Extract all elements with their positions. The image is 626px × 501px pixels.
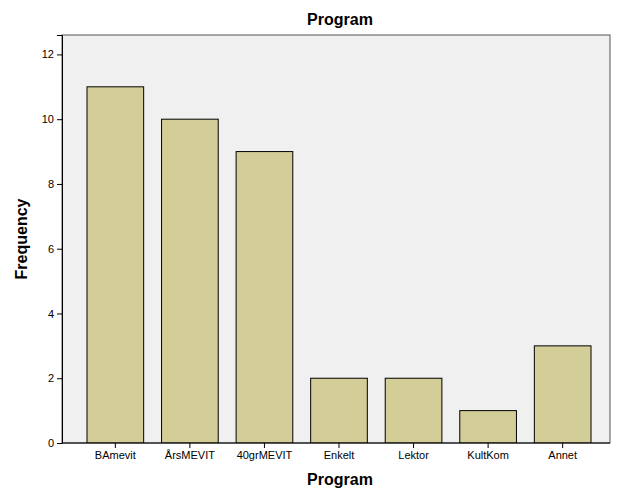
- x-tick-label: KultKom: [467, 449, 509, 461]
- x-tick-label: BAmevit: [95, 449, 136, 461]
- x-tick-label: Enkelt: [324, 449, 355, 461]
- x-tick: [562, 443, 563, 448]
- x-tick: [264, 443, 265, 448]
- x-tick: [339, 443, 340, 448]
- x-tick: [115, 443, 116, 448]
- x-tick-group: Annet: [548, 443, 577, 461]
- y-tick: [57, 249, 62, 250]
- y-tick-group: 8: [48, 178, 62, 190]
- x-tick-group: Lektor: [398, 443, 429, 461]
- x-tick: [413, 443, 414, 448]
- y-tick-group: 10: [42, 113, 62, 125]
- y-tick: [57, 119, 62, 120]
- x-tick-group: ÅrsMEVIT: [165, 443, 215, 461]
- y-tick: [57, 378, 62, 379]
- x-tick-group: BAmevit: [95, 443, 136, 461]
- x-axis: BAmevit ÅrsMEVIT 40grMEVIT Enkelt Lektor Kult…: [62, 443, 610, 461]
- x-tick-label: ÅrsMEVIT: [165, 449, 215, 461]
- x-axis-line: [62, 443, 610, 444]
- x-tick-label: Lektor: [398, 449, 429, 461]
- x-axis-title: Program: [307, 471, 373, 488]
- x-tick: [189, 443, 190, 448]
- y-tick-label: 0: [48, 437, 54, 449]
- y-tick-label: 10: [42, 113, 54, 125]
- x-tick-group: Enkelt: [324, 443, 355, 461]
- y-tick-label: 12: [42, 48, 54, 60]
- bar: [534, 346, 591, 443]
- x-tick-label: 40grMEVIT: [237, 449, 293, 461]
- plot-area: [62, 35, 610, 443]
- y-tick-label: 8: [48, 178, 54, 190]
- y-axis-line: [57, 36, 63, 444]
- y-tick: [57, 443, 62, 444]
- y-tick-label: 4: [48, 307, 54, 319]
- bar: [162, 119, 219, 443]
- x-tick-group: 40grMEVIT: [237, 443, 293, 461]
- y-tick: [57, 313, 62, 314]
- bar: [460, 411, 517, 443]
- x-tick: [488, 443, 489, 448]
- y-tick-label: 6: [48, 243, 54, 255]
- y-axis-title: Frequency: [13, 198, 30, 279]
- x-tick-label: Annet: [548, 449, 577, 461]
- bars: [87, 87, 591, 443]
- bar: [311, 378, 368, 443]
- y-axis: 0 2 4 6 8 10 12: [42, 36, 63, 450]
- bar: [236, 152, 293, 443]
- y-tick-group: 12: [42, 48, 62, 60]
- y-tick-group: 0: [48, 437, 62, 449]
- bar: [87, 87, 144, 443]
- chart-title: Program: [307, 11, 373, 28]
- y-tick-group: 4: [48, 307, 62, 319]
- y-tick: [57, 184, 62, 185]
- chart: 0 2 4 6 8 10 12 BAmevit ÅrsMEVIT 40grMEVIT Enkelt L…: [0, 0, 626, 501]
- y-tick-label: 2: [48, 372, 54, 384]
- y-tick-group: 6: [48, 243, 62, 255]
- bar: [385, 378, 442, 443]
- y-tick: [57, 54, 62, 55]
- y-tick-group: 2: [48, 372, 62, 384]
- x-tick-group: KultKom: [467, 443, 509, 461]
